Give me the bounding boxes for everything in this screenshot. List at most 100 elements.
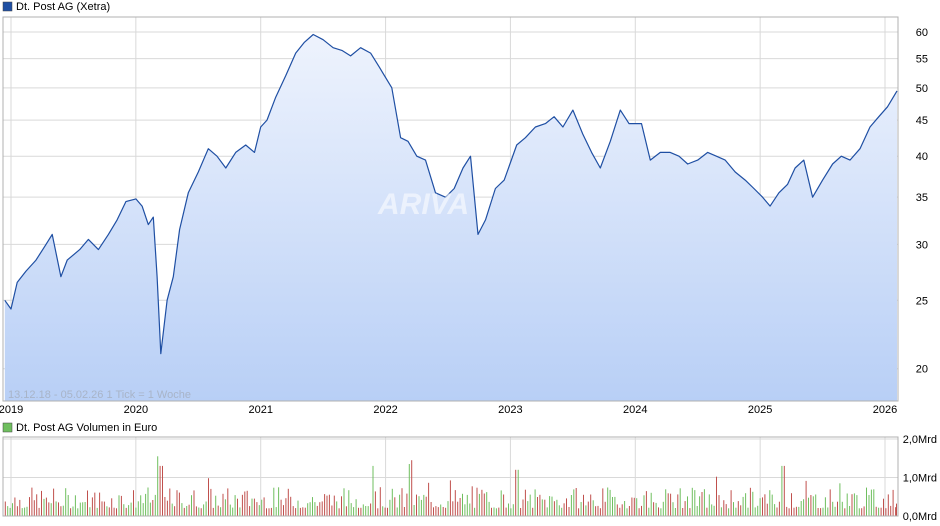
volume-bar: [747, 507, 749, 516]
volume-bar: [195, 506, 197, 516]
volume-bar: [403, 507, 405, 516]
volume-bar: [541, 499, 543, 516]
volume-bar: [820, 508, 822, 516]
volume-bar: [783, 465, 785, 516]
volume-bar: [159, 465, 161, 516]
volume-bar: [795, 506, 797, 516]
volume-bar: [137, 501, 139, 516]
volume-bar: [113, 507, 115, 516]
volume-bar: [476, 487, 478, 516]
volume-bar: [701, 492, 703, 516]
volume-bar: [406, 493, 408, 516]
volume-bar: [890, 505, 892, 516]
volume-bar: [128, 505, 130, 516]
volume-bar: [408, 464, 410, 516]
volume-bar: [510, 508, 512, 516]
volume-bar: [834, 506, 836, 516]
volume-bar: [157, 456, 159, 516]
volume-bar: [14, 497, 16, 516]
volume-bar: [776, 507, 778, 516]
volume-bar: [258, 505, 260, 516]
price-x-tick-label: 2024: [623, 404, 647, 416]
volume-bar: [283, 505, 284, 516]
volume-bar: [428, 482, 430, 516]
volume-bar: [176, 490, 178, 516]
volume-bar: [619, 507, 621, 516]
volume-bar: [822, 507, 824, 516]
volume-bar: [133, 490, 134, 516]
volume-bar: [370, 503, 372, 516]
volume-bar: [268, 508, 270, 516]
volume-bar: [454, 490, 456, 516]
volume-bar: [154, 494, 156, 516]
volume-bar: [892, 489, 894, 516]
volume-bar: [575, 488, 577, 516]
volume-bar: [561, 507, 563, 516]
volume-bar: [94, 492, 96, 516]
volume-bar: [140, 495, 142, 516]
volume-bar: [805, 480, 807, 516]
volume-bar: [70, 508, 72, 516]
volume-bar: [883, 498, 884, 516]
volume-bar: [341, 496, 342, 516]
volume-bar: [648, 507, 650, 516]
volume-bar: [227, 488, 229, 516]
price-y-tick-label: 20: [916, 364, 928, 376]
volume-bar: [730, 490, 732, 516]
volume-bar: [798, 506, 800, 516]
volume-bar: [590, 494, 592, 516]
volume-bar: [495, 508, 497, 516]
price-x-tick-label: 2025: [748, 404, 772, 416]
volume-bar: [745, 493, 747, 516]
volume-bar: [387, 507, 388, 516]
volume-bar: [602, 488, 604, 516]
volume-bar: [626, 508, 628, 516]
volume-bar: [389, 499, 391, 516]
volume-bar: [762, 497, 763, 516]
volume-bar: [621, 504, 623, 516]
volume-bar: [658, 507, 659, 516]
volume-bar: [827, 507, 829, 516]
volume-bar: [135, 507, 137, 516]
price-y-tick-label: 40: [916, 151, 928, 163]
volume-bar: [660, 508, 662, 516]
volume-bar: [595, 506, 597, 516]
volume-bar: [508, 503, 509, 516]
volume-bar: [205, 501, 207, 516]
volume-bar: [896, 503, 897, 516]
volume-bar: [355, 499, 357, 516]
volume-bar: [239, 507, 241, 516]
volume-bar: [58, 502, 59, 516]
volume-bar: [873, 489, 875, 516]
volume-bar: [771, 494, 773, 516]
volume-bar: [457, 501, 459, 516]
volume-bar: [87, 490, 88, 516]
volume-bar: [295, 508, 297, 516]
volume-bar: [237, 498, 238, 516]
volume-bar: [249, 506, 251, 516]
volume-bar: [118, 495, 120, 516]
price-panel-frame: [2, 16, 899, 402]
volume-bar: [123, 504, 125, 516]
volume-bar: [638, 508, 640, 516]
volume-bar: [96, 507, 98, 516]
volume-bar: [677, 494, 679, 516]
volume-bar: [246, 490, 248, 516]
volume-bar: [261, 499, 263, 516]
volume-bar: [253, 498, 255, 516]
volume-bar: [384, 507, 386, 516]
volume-bar: [273, 487, 275, 516]
volume-bar: [800, 501, 802, 516]
volume-bar: [41, 490, 42, 516]
volume-bar: [420, 499, 422, 516]
volume-bar: [60, 506, 62, 516]
volume-bar: [679, 488, 681, 516]
volume-bar: [43, 498, 45, 516]
price-y-tick-label: 45: [916, 115, 928, 127]
volume-bar: [599, 508, 601, 516]
volume-bar: [733, 502, 734, 516]
volume-bar: [38, 507, 40, 516]
volume-bar: [474, 507, 476, 516]
volume-bar: [413, 505, 415, 516]
volume-legend-label: Dt. Post AG Volumen in Euro: [16, 422, 157, 434]
